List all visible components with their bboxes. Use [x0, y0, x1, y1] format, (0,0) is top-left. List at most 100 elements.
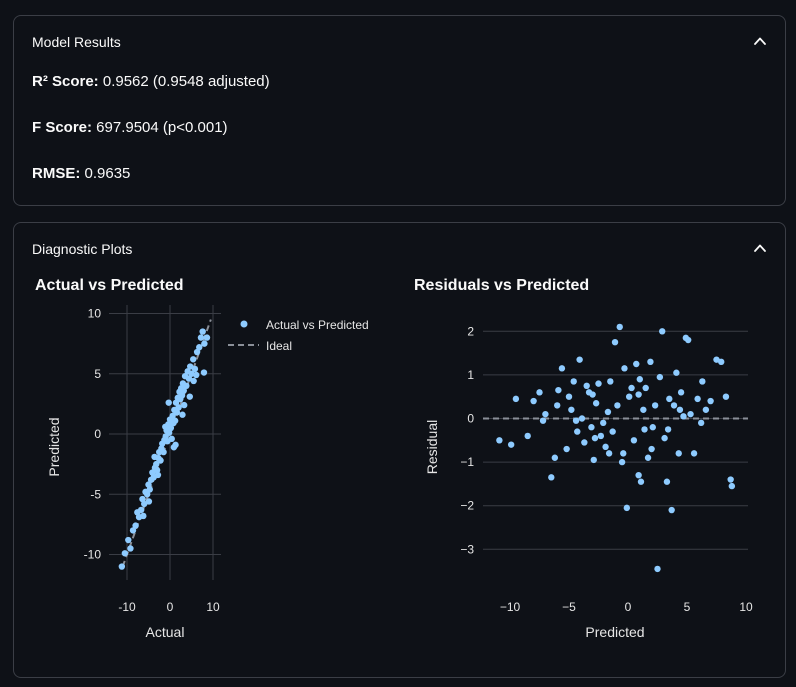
- data-point: [654, 565, 661, 573]
- data-point: [167, 424, 175, 432]
- chevron-up-icon[interactable]: [753, 34, 767, 48]
- model-results-header[interactable]: Model Results: [32, 34, 121, 50]
- data-point: [496, 437, 503, 444]
- y-axis-label: Predicted: [46, 417, 62, 476]
- data-point: [661, 434, 668, 442]
- chart-title-residuals-vs-predicted: Residuals vs Predicted: [414, 277, 590, 294]
- data-point: [697, 419, 705, 427]
- data-point: [183, 382, 190, 389]
- data-point: [602, 443, 609, 451]
- data-point: [609, 428, 616, 435]
- data-point: [644, 454, 652, 461]
- data-point: [530, 397, 537, 405]
- data-point: [656, 373, 664, 381]
- data-point: [668, 506, 675, 514]
- data-point: [694, 395, 701, 403]
- data-point: [180, 387, 187, 394]
- data-point: [647, 358, 654, 366]
- data-point: [193, 348, 201, 356]
- data-point: [173, 409, 181, 416]
- data-point: [149, 469, 156, 476]
- data-point: [168, 435, 175, 443]
- data-point: [171, 417, 179, 424]
- data-point: [663, 478, 671, 485]
- x-axis-label: Predicted: [585, 624, 644, 640]
- data-point: [589, 391, 596, 398]
- data-point: [548, 474, 555, 481]
- r2-score-value: 0.9562 (0.9548 adjusted): [98, 73, 270, 90]
- data-point: [588, 424, 595, 431]
- chart-title-actual-vs-predicted: Actual vs Predicted: [35, 277, 184, 294]
- y-tick-label: 1: [467, 368, 474, 382]
- data-point: [605, 450, 613, 457]
- data-point: [137, 506, 145, 514]
- y-tick-label: 10: [88, 307, 102, 321]
- data-point: [145, 481, 152, 488]
- data-point: [648, 445, 655, 453]
- data-point: [625, 393, 633, 400]
- y-axis-label: Residual: [424, 420, 440, 474]
- y-tick-label: −3: [460, 542, 474, 556]
- data-point: [551, 454, 559, 461]
- data-point: [666, 395, 673, 403]
- data-point: [611, 339, 619, 346]
- data-point: [576, 356, 583, 363]
- data-point: [151, 453, 158, 461]
- data-point: [690, 450, 698, 457]
- x-tick-label: −5: [562, 600, 576, 614]
- data-point: [574, 428, 581, 435]
- data-point: [179, 411, 186, 418]
- data-point: [670, 402, 678, 409]
- data-point: [512, 395, 520, 403]
- data-point: [707, 397, 714, 405]
- data-point: [595, 380, 602, 387]
- data-point: [165, 429, 173, 436]
- data-point: [536, 389, 543, 396]
- data-point: [597, 432, 605, 440]
- data-point: [592, 400, 600, 407]
- data-point: [614, 402, 621, 409]
- data-point: [132, 522, 139, 529]
- data-point: [172, 399, 180, 406]
- data-point: [572, 417, 580, 424]
- data-point: [620, 450, 627, 457]
- data-point: [727, 476, 734, 483]
- legend-label-points: Actual vs Predicted: [266, 318, 369, 332]
- data-point: [630, 437, 638, 444]
- x-axis-label: Actual: [146, 624, 185, 640]
- data-point: [565, 393, 573, 400]
- data-point: [125, 536, 132, 544]
- data-point: [633, 360, 640, 368]
- f-score-label: F Score:: [32, 119, 93, 136]
- data-point: [191, 365, 199, 373]
- data-point: [160, 448, 167, 456]
- data-point: [635, 391, 642, 398]
- data-point: [153, 466, 161, 474]
- diagnostic-plots-header[interactable]: Diagnostic Plots: [32, 241, 133, 257]
- data-point: [718, 358, 725, 366]
- data-point: [722, 393, 730, 400]
- data-point: [728, 482, 736, 490]
- data-point: [649, 424, 656, 431]
- data-point: [186, 393, 193, 400]
- data-point: [570, 378, 577, 385]
- data-point: [623, 504, 631, 512]
- data-point: [165, 399, 172, 406]
- x-tick-label: 10: [739, 600, 753, 614]
- data-point: [139, 495, 146, 503]
- r2-score-label: R² Score:: [32, 73, 99, 90]
- data-point: [185, 375, 193, 382]
- data-point: [196, 344, 203, 351]
- data-point: [193, 371, 200, 379]
- x-tick-label: 5: [684, 600, 691, 614]
- y-tick-label: −1: [460, 455, 474, 469]
- r2-score-line: R² Score: 0.9562 (0.9548 adjusted): [32, 73, 270, 90]
- data-point: [153, 460, 160, 468]
- data-point: [635, 471, 642, 479]
- chevron-up-icon[interactable]: [753, 241, 767, 255]
- data-point: [200, 369, 208, 376]
- f-score-line: F Score: 697.9504 (p<0.001): [32, 119, 228, 136]
- data-point: [175, 404, 182, 411]
- data-point: [604, 408, 612, 416]
